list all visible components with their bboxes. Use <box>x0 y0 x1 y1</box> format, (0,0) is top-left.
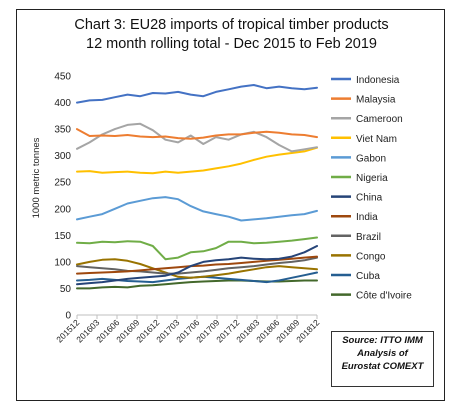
y-tick-label: 200 <box>54 204 71 215</box>
legend-label: Malaysia <box>356 95 396 106</box>
series-line-congo <box>76 258 318 279</box>
chart-frame: Chart 3: EU28 imports of tropical timber… <box>16 9 445 401</box>
chart-title: Chart 3: EU28 imports of tropical timber… <box>74 17 389 33</box>
series-line-gabon <box>76 196 318 222</box>
y-axis-label: 1000 metric tonnes <box>31 137 42 218</box>
legend-label: Indonesia <box>356 75 400 86</box>
legend-label: Cuba <box>356 271 380 282</box>
series-line-india <box>76 255 318 275</box>
y-tick-label: 100 <box>54 257 71 268</box>
legend-label: Gabon <box>356 153 386 164</box>
legend-label: Cameroon <box>356 114 403 125</box>
series-line-indonesia <box>76 84 318 104</box>
series-line-nigeria <box>76 236 318 261</box>
series-line-china <box>76 245 318 286</box>
chart-series <box>76 84 318 290</box>
x-tick-label: 201812 <box>294 317 321 344</box>
y-tick-label: 150 <box>54 231 71 242</box>
legend-label: Nigeria <box>356 173 388 184</box>
series-line-malaysia <box>76 128 318 140</box>
y-tick-label: 0 <box>65 311 71 322</box>
legend-label: India <box>356 212 378 223</box>
series-line-brazil <box>76 256 318 275</box>
y-tick-label: 250 <box>54 178 71 189</box>
legend-label: Viet Nam <box>356 134 397 145</box>
source-note: Source: ITTO IMM Analysis of Eurostat CO… <box>331 331 434 387</box>
chart-legend: Indonesia Malaysia Cameroon Viet Nam Gabon Ni… <box>331 75 412 302</box>
source-line-2: Analysis of <box>357 348 408 359</box>
chart-title-block: Chart 3: EU28 imports of tropical timber… <box>17 16 446 54</box>
y-tick-label: 50 <box>60 284 72 295</box>
series-line-cameroon <box>76 122 318 153</box>
legend-label: Brazil <box>356 232 381 243</box>
source-line-1: Source: ITTO IMM <box>342 335 423 346</box>
series-line-viet-nam <box>76 146 318 175</box>
y-tick-label: 300 <box>54 151 71 162</box>
chart-axes: 0501001502002503003504004502015122016032… <box>54 72 321 345</box>
y-tick-label: 350 <box>54 125 71 136</box>
legend-label: Côte d'Ivoire <box>356 291 412 302</box>
legend-label: Congo <box>356 251 386 262</box>
y-tick-label: 400 <box>54 98 71 109</box>
legend-label: China <box>356 193 383 204</box>
chart-subtitle: 12 month rolling total - Dec 2015 to Feb… <box>86 36 377 52</box>
y-tick-label: 450 <box>54 72 71 83</box>
line-chart: 0501001502002503003504004502015122016032… <box>31 72 412 345</box>
source-line-3: Eurostat COMEXT <box>341 361 424 372</box>
